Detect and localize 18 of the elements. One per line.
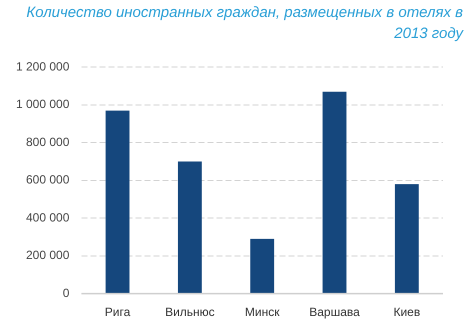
bar [178, 162, 202, 294]
x-tick-label: Минск [244, 305, 280, 320]
y-tick-label: 1 200 000 [16, 60, 70, 74]
chart-title: Количество иностранных граждан, размещенных в отелях в 2013 году [25, 3, 463, 44]
bar [322, 92, 346, 294]
bar [106, 110, 130, 294]
x-tick-label: Вильнюс [165, 305, 215, 320]
y-tick-label: 200 000 [26, 248, 70, 262]
x-tick-label: Киев [393, 305, 420, 320]
y-tick-label: 800 000 [26, 134, 70, 149]
x-tick-label: Варшава [309, 305, 360, 320]
x-tick-label: Рига [104, 305, 131, 320]
bar [394, 184, 419, 294]
bar [250, 238, 274, 294]
y-tick-label: 0 [62, 286, 70, 300]
y-tick-label: 600 000 [26, 172, 70, 187]
y-tick-label: 400 000 [26, 210, 70, 224]
y-tick-label: 1 000 000 [16, 97, 70, 112]
